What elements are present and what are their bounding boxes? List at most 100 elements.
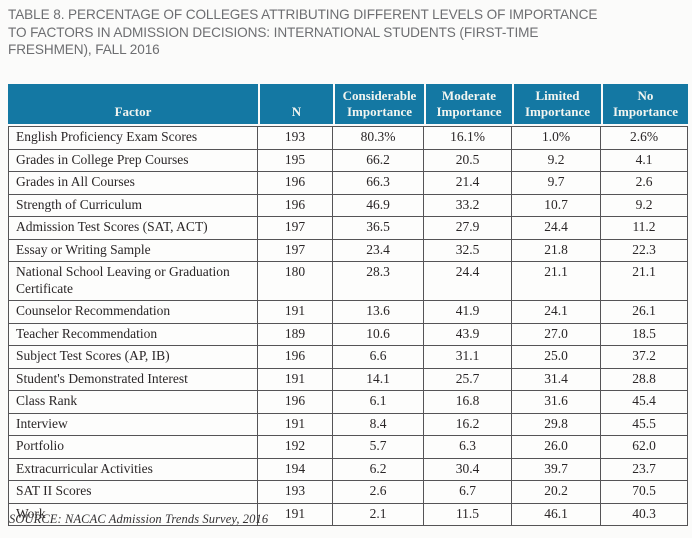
column-header-limited-importance: Limited Importance: [512, 84, 601, 126]
value-cell: 196: [258, 391, 333, 414]
value-cell: 189: [258, 323, 333, 346]
value-cell: 29.8: [512, 413, 601, 436]
factor-cell: Work: [8, 503, 258, 526]
column-header-n: N: [258, 84, 333, 126]
factor-cell: Portfolio: [8, 436, 258, 459]
value-cell: 62.0: [601, 436, 688, 459]
table-header-row: Factor N Considerable Importance Moderate I…: [8, 84, 688, 126]
value-cell: 28.8: [601, 368, 688, 391]
value-cell: 2.1: [333, 503, 424, 526]
value-cell: 46.9: [333, 194, 424, 217]
value-cell: 191: [258, 301, 333, 324]
value-cell: 191: [258, 413, 333, 436]
value-cell: 195: [258, 149, 333, 172]
value-cell: 2.6: [601, 172, 688, 195]
value-cell: 193: [258, 481, 333, 504]
value-cell: 194: [258, 458, 333, 481]
factor-cell: Grades in All Courses: [8, 172, 258, 195]
table-row: Interview 191 8.4 16.2 29.8 45.5: [8, 413, 688, 436]
table-row: Extracurricular Activities 194 6.2 30.4 39.7…: [8, 458, 688, 481]
table-title-line: TABLE 8. PERCENTAGE OF COLLEGES ATTRIBUT…: [8, 7, 598, 22]
value-cell: 11.2: [601, 217, 688, 240]
value-cell: 4.1: [601, 149, 688, 172]
value-cell: 31.6: [512, 391, 601, 414]
table-row: Teacher Recommendation 189 10.6 43.9 27.0 18.…: [8, 323, 688, 346]
table-row: National School Leaving or Graduation Ce…: [8, 262, 688, 301]
factor-cell: Admission Test Scores (SAT, ACT): [8, 217, 258, 240]
value-cell: 2.6%: [601, 126, 688, 150]
table-row: SAT II Scores 193 2.6 6.7 20.2 70.5: [8, 481, 688, 504]
value-cell: 20.5: [424, 149, 512, 172]
factor-cell: Student's Demonstrated Interest: [8, 368, 258, 391]
value-cell: 27.9: [424, 217, 512, 240]
column-header-no-importance: No Importance: [601, 84, 688, 126]
value-cell: 10.6: [333, 323, 424, 346]
factor-cell: Counselor Recommendation: [8, 301, 258, 324]
table-row: Essay or Writing Sample 197 23.4 32.5 21.8 22…: [8, 239, 688, 262]
value-cell: 6.3: [424, 436, 512, 459]
value-cell: 22.3: [601, 239, 688, 262]
source-note: SOURCE: NACAC Admission Trends Survey, 2…: [9, 512, 269, 526]
table-title-line: TO FACTORS IN ADMISSION DECISIONS: INTER…: [8, 24, 539, 40]
value-cell: 2.6: [333, 481, 424, 504]
value-cell: 46.1: [512, 503, 601, 526]
value-cell: 193: [258, 126, 333, 150]
value-cell: 1.0%: [512, 126, 601, 150]
table-title-line: FRESHMEN), FALL 2016: [8, 42, 160, 57]
value-cell: 31.1: [424, 346, 512, 369]
value-cell: 24.1: [512, 301, 601, 324]
column-header-considerable-importance: Considerable Importance: [333, 84, 424, 126]
value-cell: 23.7: [601, 458, 688, 481]
table-row: English Proficiency Exam Scores 193 80.3% 1…: [8, 126, 688, 150]
value-cell: 8.4: [333, 413, 424, 436]
factor-cell: Essay or Writing Sample: [8, 239, 258, 262]
value-cell: 40.3: [601, 503, 688, 526]
value-cell: 191: [258, 503, 333, 526]
factor-cell: SAT II Scores: [8, 481, 258, 504]
table-title: TABLE 8. PERCENTAGE OF COLLEGES ATTRIBUT…: [8, 6, 688, 59]
value-cell: 66.2: [333, 149, 424, 172]
value-cell: 41.9: [424, 301, 512, 324]
value-cell: 9.2: [512, 149, 601, 172]
value-cell: 9.7: [512, 172, 601, 195]
value-cell: 196: [258, 194, 333, 217]
value-cell: 9.2: [601, 194, 688, 217]
value-cell: 196: [258, 172, 333, 195]
factor-cell: National School Leaving or Graduation Ce…: [8, 262, 258, 301]
value-cell: 36.5: [333, 217, 424, 240]
value-cell: 70.5: [601, 481, 688, 504]
value-cell: 11.5: [424, 503, 512, 526]
table-row: Portfolio 192 5.7 6.3 26.0 62.0: [8, 436, 688, 459]
value-cell: 20.2: [512, 481, 601, 504]
admission-factors-table: Factor N Considerable Importance Moderate I…: [8, 84, 688, 526]
value-cell: 21.4: [424, 172, 512, 195]
value-cell: 33.2: [424, 194, 512, 217]
table-row: Grades in College Prep Courses 195 66.2 20.…: [8, 149, 688, 172]
table-row: Work 191 2.1 11.5 46.1 40.3: [8, 503, 688, 526]
factor-cell: Teacher Recommendation: [8, 323, 258, 346]
value-cell: 197: [258, 239, 333, 262]
value-cell: 27.0: [512, 323, 601, 346]
value-cell: 197: [258, 217, 333, 240]
value-cell: 80.3%: [333, 126, 424, 150]
value-cell: 10.7: [512, 194, 601, 217]
value-cell: 39.7: [512, 458, 601, 481]
value-cell: 6.7: [424, 481, 512, 504]
value-cell: 32.5: [424, 239, 512, 262]
factor-cell: Strength of Curriculum: [8, 194, 258, 217]
value-cell: 6.6: [333, 346, 424, 369]
value-cell: 21.1: [601, 262, 688, 301]
factor-cell: Interview: [8, 413, 258, 436]
value-cell: 24.4: [512, 217, 601, 240]
table-row: Strength of Curriculum 196 46.9 33.2 10.7 9.2: [8, 194, 688, 217]
value-cell: 24.4: [424, 262, 512, 301]
value-cell: 31.4: [512, 368, 601, 391]
value-cell: 45.5: [601, 413, 688, 436]
value-cell: 26.1: [601, 301, 688, 324]
value-cell: 23.4: [333, 239, 424, 262]
factor-cell: Grades in College Prep Courses: [8, 149, 258, 172]
table-row: Admission Test Scores (SAT, ACT) 197 36.5 2…: [8, 217, 688, 240]
value-cell: 18.5: [601, 323, 688, 346]
value-cell: 26.0: [512, 436, 601, 459]
